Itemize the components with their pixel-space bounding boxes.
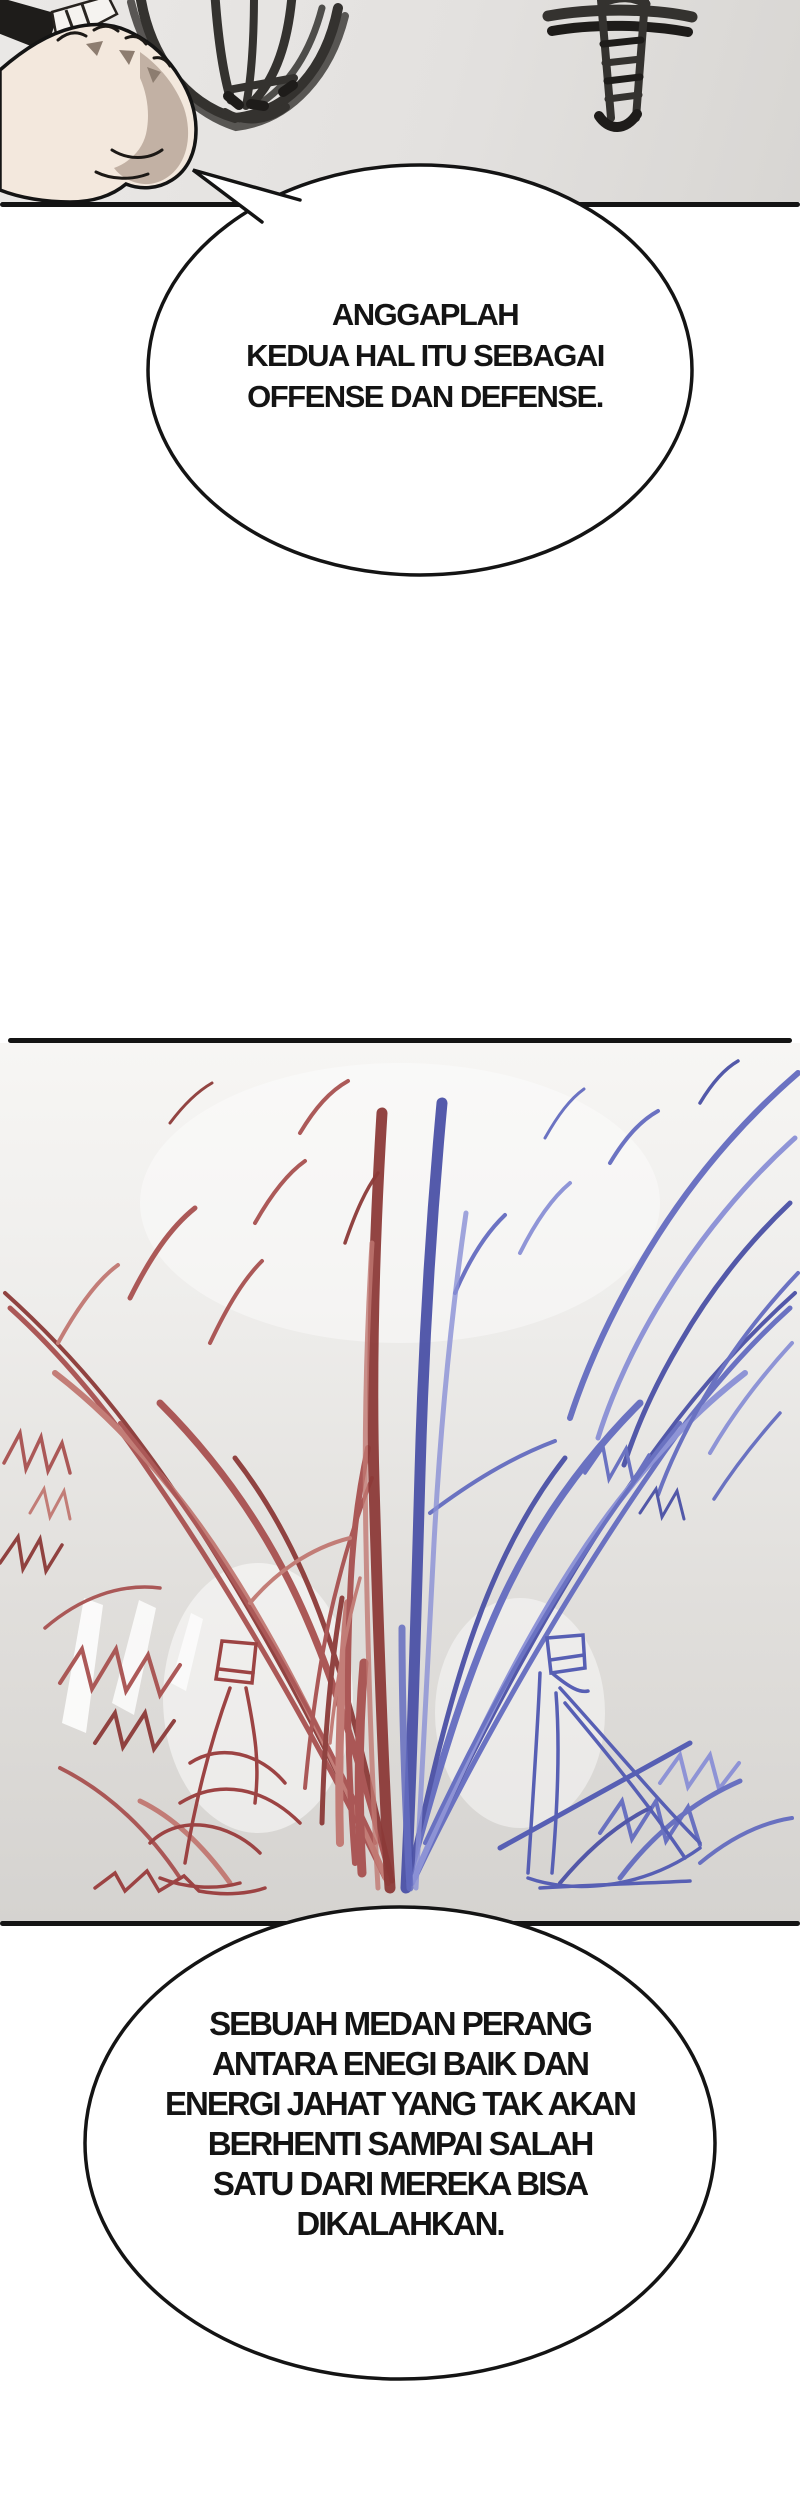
speech-bubble-bottom — [83, 1905, 717, 2381]
dialog-line: SATU DARI MEREKA BISA — [212, 2165, 589, 2202]
bubble-text-top: ANGGAPLAH KEDUA HAL ITU SEBAGAI OFFENSE … — [225, 294, 625, 417]
dialog-line: ANGGAPLAH — [331, 297, 520, 332]
dialog-line: OFFENSE DAN DEFENSE. — [247, 379, 604, 414]
sword-sketch-icon — [542, 0, 698, 132]
dialog-line: KEDUA HAL ITU SEBAGAI — [246, 338, 605, 373]
energy-clash-art — [0, 1059, 800, 1896]
knuckle-lines — [56, 24, 172, 180]
dialog-line: DIKALAHKAN. — [296, 2205, 505, 2242]
clash-center-streams — [362, 1097, 469, 1894]
hand — [0, 22, 198, 204]
speech-bubble-top — [146, 163, 694, 577]
panel-energy-clash — [0, 1043, 800, 1923]
dialog-line: ANTARA ENEGI BAIK DAN — [212, 2045, 590, 2082]
blue-energy-strokes — [405, 1059, 800, 1886]
speech-bubble-tail — [191, 168, 302, 224]
dialog-line: BERHENTI SAMPAI SALAH — [207, 2125, 595, 2162]
dialog-line: ENERGI JAHAT YANG TAK AKAN — [165, 2085, 637, 2122]
panel-art-top-border — [8, 1038, 792, 1043]
hand-shadow — [114, 52, 189, 185]
knuckle-triangles — [86, 41, 161, 83]
red-figure-sketch — [93, 1639, 302, 1896]
bubble-text-bottom: SEBUAH MEDAN PERANG ANTARA ENEGI BAIK DA… — [140, 2004, 660, 2244]
dialog-line: SEBUAH MEDAN PERANG — [209, 2005, 593, 2042]
blue-figure-sketch — [497, 1633, 702, 1890]
panel-sketch-board — [0, 0, 800, 204]
shield-sketch-icon — [127, 0, 349, 132]
sketch-board-art — [0, 0, 698, 204]
